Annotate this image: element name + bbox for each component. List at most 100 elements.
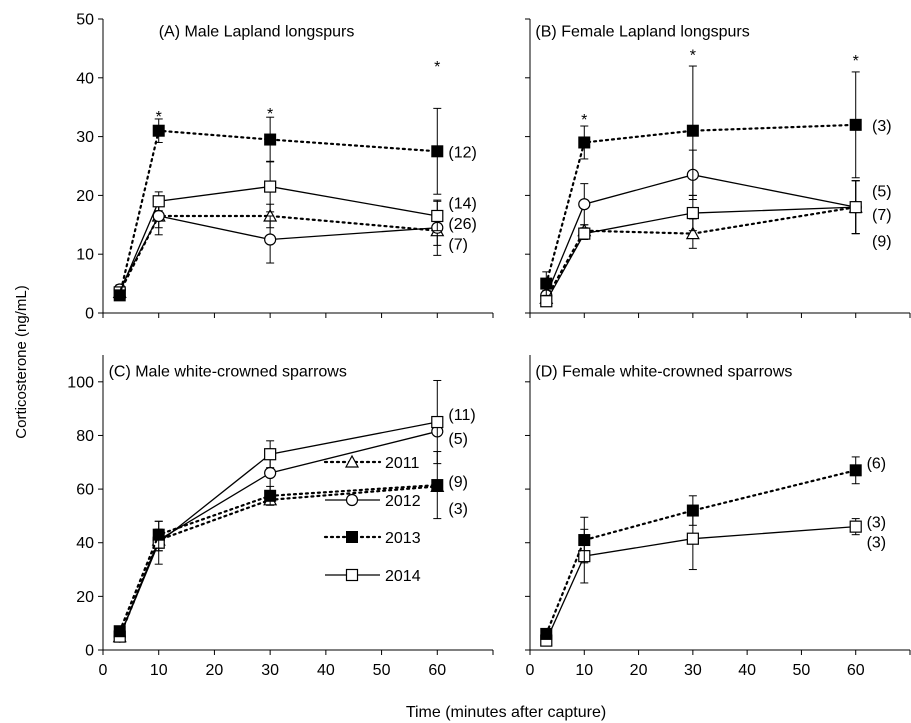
data-point [113,625,126,638]
legend-label: 2012 [385,493,421,510]
data-point [152,124,165,137]
series-line [118,483,439,633]
y-tick-label: 40 [76,535,94,552]
series-2014 [113,379,444,643]
series-line [118,129,439,297]
data-point [540,295,553,308]
series-line [545,123,857,285]
y-tick-label: 80 [76,428,94,445]
panel-title: (A) Male Lapland longspurs [159,24,355,41]
x-tick-label: 30 [261,662,279,679]
series-2014 [540,507,862,647]
x-tick-label: 10 [150,662,168,679]
legend-label: 2013 [385,530,421,547]
y-tick-label: 10 [76,247,94,264]
data-point [540,277,553,290]
legend-marker [344,454,360,468]
panel-title: (D) Female white-crowned sparrows [535,363,792,380]
panel-title: (C) Male white-crowned sparrows [109,363,347,380]
x-axis-label: Time (minutes after capture) [406,704,606,721]
series-2012 [540,149,862,302]
significance-marker: * [267,106,273,123]
y-tick-label: 40 [76,70,94,87]
sample-size-label: (7) [448,237,468,254]
data-point [264,466,277,480]
sample-size-label: (3) [867,534,887,551]
data-point [431,209,444,223]
data-point [431,479,444,492]
panel-b: (B) Female Lapland longspurs (9) (5) (7) (3)… [525,18,911,318]
y-tick-label: 20 [76,589,94,606]
legend-label: 2014 [385,568,421,585]
x-tick-label: 20 [206,662,224,679]
sample-size-label: (9) [448,474,468,491]
series-line [119,215,438,290]
series-2014 [540,180,862,308]
significance-marker: * [581,112,587,129]
series-line [545,469,857,636]
y-tick-label: 0 [85,306,94,323]
x-tick-label: 0 [99,662,108,679]
series-2013 [113,107,444,302]
x-tick-label: 40 [738,662,756,679]
legend-item-2012: 2012 [325,493,421,510]
y-tick-label: 30 [76,129,94,146]
series-line [119,185,438,293]
series-2012 [113,196,444,296]
x-tick-label: 60 [428,662,446,679]
data-point [685,226,700,240]
data-point [849,464,862,477]
data-point [431,415,444,429]
data-point [849,520,862,533]
y-tick-label: 50 [76,12,94,29]
legend-marker [345,568,359,582]
data-point [686,124,699,137]
x-tick-label: 40 [317,662,335,679]
legend: 2011 2012 2013 2014 [323,454,421,585]
sample-size-label: (11) [448,407,475,424]
sample-size-label: (14) [448,195,476,212]
series-2013 [540,65,862,296]
significance-marker: * [156,109,162,126]
y-tick-label: 0 [85,643,94,660]
series-line [545,206,856,302]
sample-size-label: (5) [448,431,468,448]
sample-size-label: (3) [448,501,468,518]
y-tick-label: 20 [76,188,94,205]
sample-size-label: (5) [872,184,892,201]
data-point [264,489,277,502]
x-tick-label: 10 [575,662,593,679]
data-point [686,504,699,517]
data-point [264,180,277,193]
x-tick-label: 50 [793,662,811,679]
panel-title: (B) Female Lapland longspurs [535,24,749,41]
legend-item-2011: 2011 [323,454,420,472]
chart-panels: 0 10 20 30 40 50 (A) Male Lapland longspurs (7)… [67,12,911,679]
x-tick-label: 0 [526,662,535,679]
sample-size-label: (3) [867,514,887,531]
sample-size-label: (9) [872,234,892,251]
significance-marker: * [853,53,859,70]
series-2014 [113,160,444,299]
x-tick-label: 20 [630,662,648,679]
sample-size-label: (6) [867,455,887,472]
data-point [152,528,165,541]
series-line [545,525,856,641]
panel-d: 0 10 20 30 40 50 60 (D) Female white-crowned sp… [525,355,911,679]
series-line [118,214,439,294]
series-line [545,206,857,300]
sample-size-label: (3) [872,118,892,135]
legend-item-2014: 2014 [325,568,421,585]
series-line [118,485,439,638]
data-point [152,209,165,223]
legend-item-2013: 2013 [323,530,421,547]
x-tick-label: 60 [847,662,865,679]
data-point [578,227,591,240]
x-tick-label: 50 [373,662,391,679]
data-point [686,532,699,545]
series-2013 [113,451,444,638]
y-tick-label: 100 [67,374,94,391]
data-point [849,201,862,214]
legend-marker [345,493,359,507]
